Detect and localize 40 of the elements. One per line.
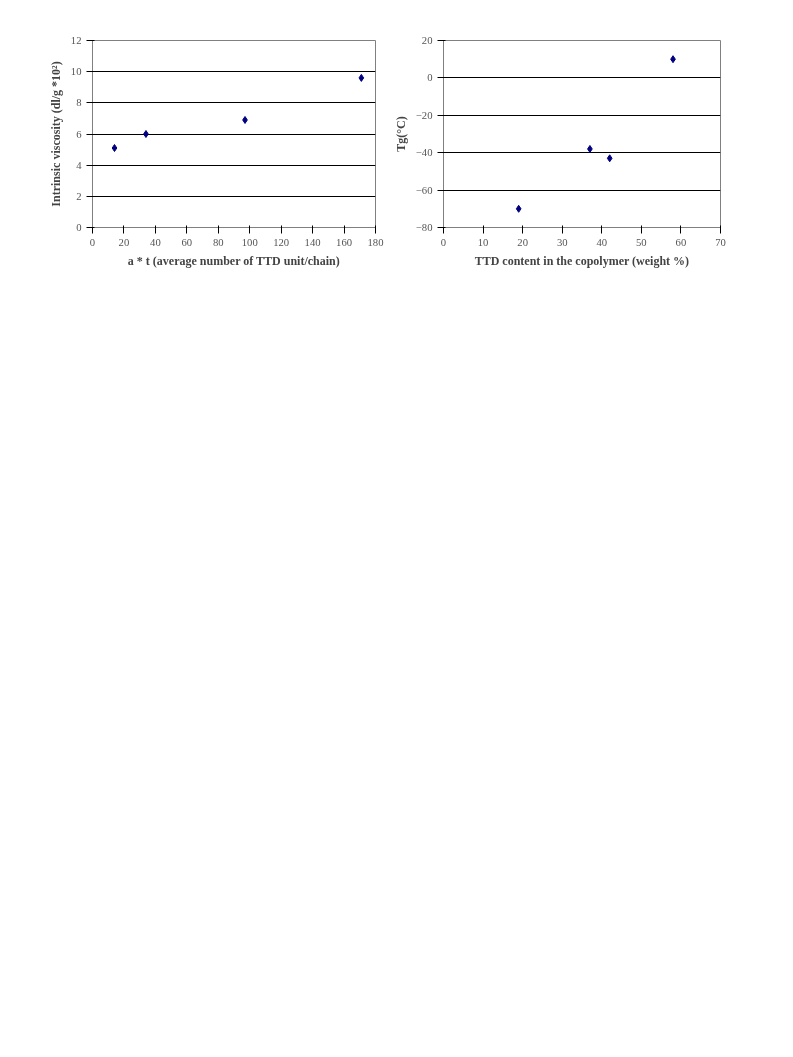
- x-tick-label: 180: [367, 236, 384, 248]
- y-tick-label: −80: [415, 222, 433, 233]
- x-tick-label: 40: [150, 236, 161, 248]
- x-tick-label: 30: [556, 236, 568, 248]
- x-tick-label: 50: [636, 236, 647, 248]
- x-tick-label: 160: [336, 236, 353, 248]
- x-axis-title: a * t (average number of TTD unit/chain): [127, 253, 340, 268]
- y-axis-title: Tg(°C): [393, 116, 408, 152]
- x-tick-label: 100: [241, 236, 258, 248]
- point: [515, 204, 522, 213]
- x-axis-title: TTD content in the copolymer (weight %): [474, 253, 690, 268]
- x-tick-label: 20: [118, 236, 130, 248]
- y-tick-label: 12: [70, 35, 82, 46]
- y-tick-label: 0: [76, 222, 82, 233]
- point: [143, 130, 149, 138]
- x-tick-label: 80: [212, 236, 224, 248]
- x-tick-label: 60: [675, 236, 687, 248]
- x-tick-label: 10: [477, 236, 489, 248]
- x-tick-label: 60: [181, 236, 193, 248]
- y-tick-label: 8: [76, 97, 82, 109]
- x-tick-label: 140: [304, 236, 321, 248]
- point: [358, 73, 365, 82]
- y-tick-label: −60: [415, 184, 433, 196]
- y-tick-label: 0: [427, 72, 433, 84]
- y-tick-label: 6: [76, 128, 83, 140]
- x-tick-label: 0: [89, 236, 96, 248]
- point: [111, 144, 118, 153]
- y-axis-title: Intrinsic viscosity (dl/g *10²): [48, 61, 63, 207]
- point: [606, 154, 613, 163]
- y-tick-label: 4: [76, 159, 83, 171]
- x-tick-label: 0: [440, 236, 447, 248]
- y-tick-label: 2: [76, 190, 82, 202]
- x-tick-label: 40: [596, 236, 608, 248]
- x-tick-label: 20: [517, 236, 528, 248]
- y-tick-label: 20: [421, 35, 433, 46]
- y-tick-label: −40: [415, 147, 433, 159]
- x-tick-label: 70: [715, 236, 726, 248]
- y-tick-label: 10: [70, 66, 82, 78]
- x-tick-label: 120: [273, 236, 290, 248]
- y-tick-label: −20: [415, 109, 433, 121]
